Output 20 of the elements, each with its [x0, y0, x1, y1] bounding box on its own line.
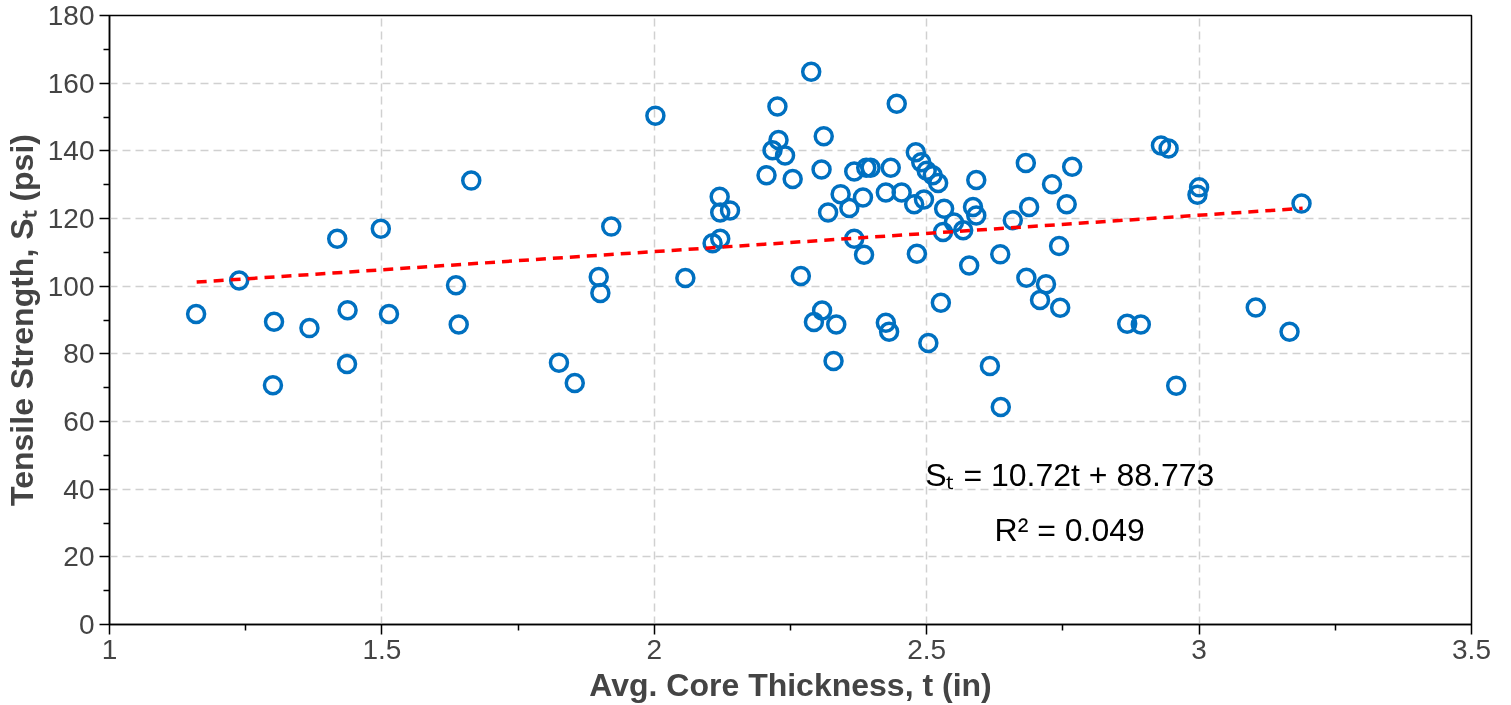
x-tick-label: 1.5 — [362, 633, 402, 665]
annotation: R² = 0.049 — [994, 512, 1145, 549]
y-tick-label: 60 — [63, 406, 95, 437]
annotation: Sₜ = 10.72t + 88.773 — [925, 457, 1215, 494]
y-tick-label: 180 — [47, 0, 95, 31]
y-axis-title: Tensile Strength, Sₜ (psi) — [3, 134, 40, 506]
y-tick-label: 100 — [47, 270, 95, 302]
y-tick-label: 120 — [47, 203, 95, 234]
y-tick-label: 40 — [63, 473, 95, 505]
x-tick-label: 1 — [101, 633, 118, 665]
x-tick-label: 3.5 — [1452, 633, 1491, 665]
y-tick-label: 80 — [63, 338, 95, 370]
y-tick-label: 140 — [47, 135, 95, 167]
y-tick-label: 0 — [78, 609, 95, 640]
x-tick-label: 2.5 — [907, 633, 947, 665]
x-axis-title: Avg. Core Thickness, t (in) — [589, 666, 992, 703]
y-tick-label: 20 — [63, 541, 95, 573]
y-tick-label: 160 — [47, 67, 95, 99]
x-tick-label: 3 — [1191, 633, 1207, 665]
x-tick-label: 2 — [646, 633, 663, 665]
